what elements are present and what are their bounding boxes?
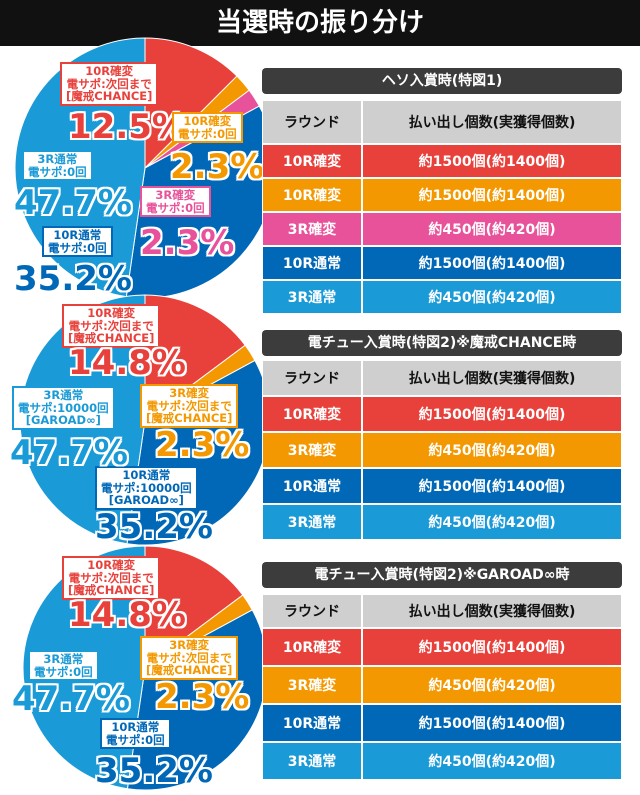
slice-value-label: 35.2% <box>95 507 213 547</box>
table-cell: 約450個(約420個) <box>362 666 622 704</box>
slice-value-label: 35.2% <box>14 259 132 299</box>
table-cell: 約450個(約420個) <box>362 280 622 314</box>
table-header: 払い出し個数(実獲得個数) <box>362 594 622 628</box>
table-cell: 3R確変 <box>262 666 362 704</box>
slice-label: 10R確変 電サポ:次回まで [魔戒CHANCE] <box>60 62 159 106</box>
table-title: ヘソ入賞時(特図1) <box>262 68 622 94</box>
table-header: ラウンド <box>262 594 362 628</box>
slice-value-label: 2.3% <box>170 147 265 187</box>
slice-value-label: 2.3% <box>155 677 250 717</box>
slice-label: 3R通常 電サポ:0回 <box>28 650 99 682</box>
slice-label: 10R通常 電サポ:0回 <box>100 718 171 750</box>
table-cell: 約1500個(約1400個) <box>362 396 622 432</box>
table-cell: 3R通常 <box>262 280 362 314</box>
slice-label: 10R通常 電サポ:10000回 [GAROAD∞] <box>95 466 198 510</box>
table-cell: 約1500個(約1400個) <box>362 704 622 742</box>
table-cell: 10R確変 <box>262 178 362 212</box>
table-cell: 10R確変 <box>262 144 362 178</box>
slice-label: 3R確変 電サポ:0回 <box>140 186 211 218</box>
table-cell: 約450個(約420個) <box>362 504 622 540</box>
pie-slice <box>144 37 238 170</box>
slice-value-label: 35.2% <box>95 751 213 791</box>
slice-label: 10R確変 電サポ:次回まで [魔戒CHANCE] <box>62 304 161 348</box>
table-cell: 10R通常 <box>262 704 362 742</box>
slice-value-label: 47.7% <box>10 433 128 473</box>
slice-value-label: 47.7% <box>12 679 130 719</box>
table-cell: 約1500個(約1400個) <box>362 144 622 178</box>
slice-label: 3R通常 電サポ:10000回 [GAROAD∞] <box>12 386 115 430</box>
table-header: ラウンド <box>262 360 362 396</box>
table-cell: 3R確変 <box>262 212 362 246</box>
table-cell: 10R通常 <box>262 468 362 504</box>
table-header: 払い出し個数(実獲得個数) <box>362 360 622 396</box>
table-cell: 10R確変 <box>262 396 362 432</box>
slice-value-label: 14.8% <box>68 343 186 383</box>
table-cell: 約450個(約420個) <box>362 432 622 468</box>
table-header: ラウンド <box>262 100 362 144</box>
table-cell: 10R確変 <box>262 628 362 666</box>
table-cell: 約1500個(約1400個) <box>362 178 622 212</box>
slice-value-label: 2.3% <box>155 425 250 465</box>
slice-label: 3R通常 電サポ:0回 <box>22 150 93 182</box>
table-cell: 3R確変 <box>262 432 362 468</box>
table-title: 電チュー入賞時(特図2)※GAROAD∞時 <box>262 562 622 588</box>
slice-label: 3R確変 電サポ:次回まで [魔戒CHANCE] <box>140 384 239 428</box>
slice-value-label: 47.7% <box>14 183 132 223</box>
table-cell: 3R通常 <box>262 742 362 780</box>
table-cell: 約450個(約420個) <box>362 742 622 780</box>
slice-value-label: 12.5% <box>68 107 186 147</box>
table-cell: 10R通常 <box>262 246 362 280</box>
table-cell: 3R通常 <box>262 504 362 540</box>
slice-label: 10R確変 電サポ:0回 <box>172 112 243 144</box>
slice-label: 10R通常 電サポ:0回 <box>42 226 113 258</box>
slice-value-label: 14.8% <box>68 595 186 635</box>
table-cell: 約1500個(約1400個) <box>362 246 622 280</box>
table-cell: 約450個(約420個) <box>362 212 622 246</box>
slice-label: 10R確変 電サポ:次回まで [魔戒CHANCE] <box>62 556 161 600</box>
table-header: 払い出し個数(実獲得個数) <box>362 100 622 144</box>
slice-label: 3R確変 電サポ:次回まで [魔戒CHANCE] <box>140 636 239 680</box>
table-cell: 約1500個(約1400個) <box>362 628 622 666</box>
table-cell: 約1500個(約1400個) <box>362 468 622 504</box>
table-title: 電チュー入賞時(特図2)※魔戒CHANCE時 <box>262 330 622 356</box>
slice-value-label: 2.3% <box>140 223 235 263</box>
page-title: 当選時の振り分け <box>0 0 640 46</box>
